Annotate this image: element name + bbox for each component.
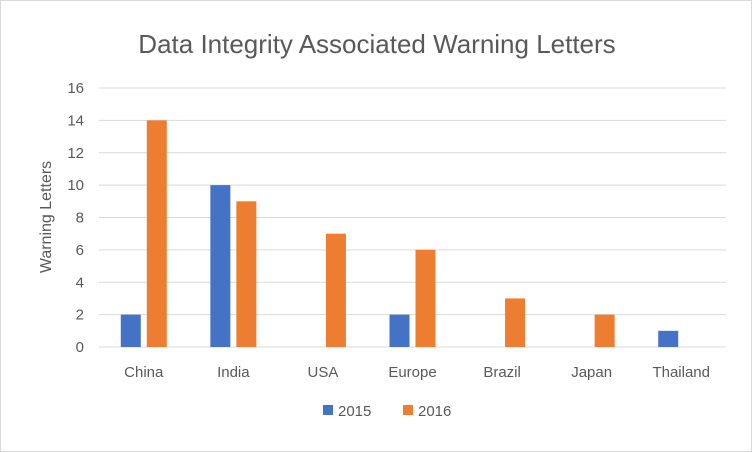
bar-2016-usa — [325, 233, 346, 347]
x-axis-ticks: China India USA Europe Brazil Japan Thailand — [124, 364, 710, 381]
bar-2015-china — [120, 314, 141, 347]
y-tick-label: 12 — [67, 145, 84, 162]
y-tick-label: 6 — [76, 242, 84, 259]
bar-2015-thailand — [658, 330, 679, 347]
y-axis-label: Warning Letters — [38, 161, 55, 273]
x-tick-label: USA — [308, 364, 339, 381]
bar-2016-china — [146, 120, 167, 347]
y-tick-label: 14 — [67, 112, 84, 129]
x-tick-label: India — [217, 364, 250, 381]
x-tick-label: China — [124, 364, 164, 381]
bar-2016-europe — [415, 249, 436, 347]
y-tick-label: 10 — [67, 177, 84, 194]
y-axis-ticks: 0 2 4 6 8 10 12 14 16 — [67, 80, 84, 356]
y-tick-label: 0 — [76, 339, 84, 356]
y-tick-label: 16 — [67, 80, 84, 97]
legend-label: 2015 — [338, 403, 371, 420]
bar-2015-europe — [389, 314, 410, 347]
x-tick-label: Brazil — [483, 364, 521, 381]
x-tick-label: Europe — [388, 364, 436, 381]
legend-swatch-2015 — [323, 405, 333, 415]
bar-2016-brazil — [505, 298, 526, 347]
bar-2015-india — [210, 185, 231, 347]
bar-2016-india — [236, 201, 257, 347]
legend-swatch-2016 — [403, 405, 413, 415]
y-tick-label: 2 — [76, 307, 84, 324]
x-tick-label: Japan — [571, 364, 612, 381]
bars — [120, 120, 679, 347]
y-tick-label: 8 — [76, 210, 84, 227]
legend-label: 2016 — [418, 403, 451, 420]
chart-title: Data Integrity Associated Warning Letter… — [138, 29, 615, 59]
legend: 2015 2016 — [323, 403, 451, 420]
bar-2016-japan — [594, 314, 615, 347]
x-tick-label: Thailand — [652, 364, 710, 381]
gridlines — [99, 87, 726, 348]
y-tick-label: 4 — [76, 274, 84, 291]
